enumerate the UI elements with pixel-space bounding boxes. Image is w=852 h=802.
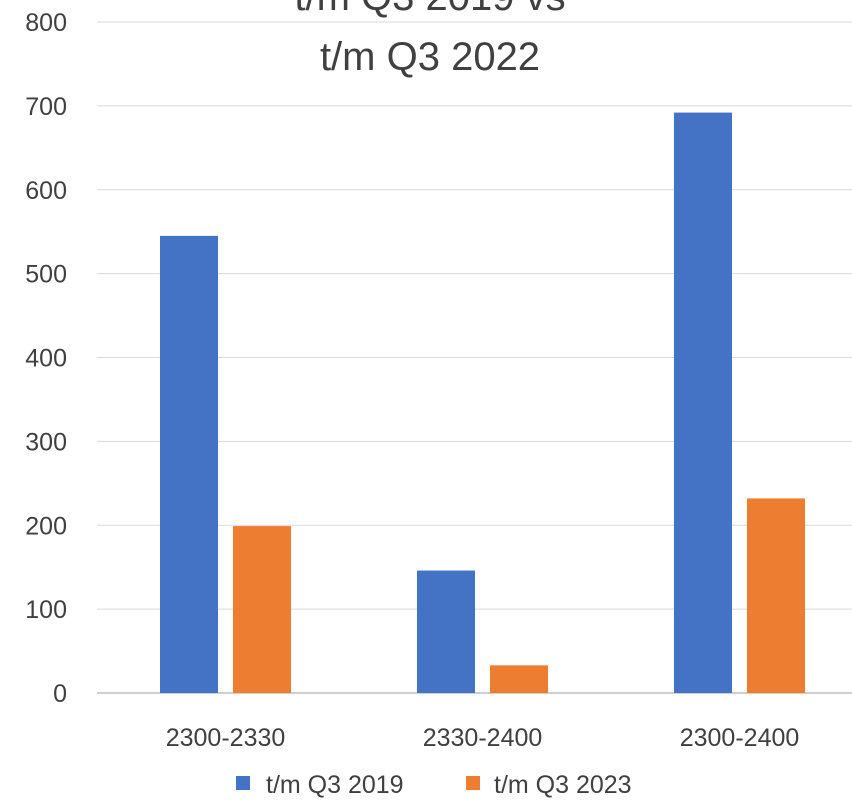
x-tick-label-2330-2400: 2330-2400 bbox=[423, 724, 543, 752]
y-tick-label-700: 700 bbox=[25, 93, 67, 121]
y-tick-label-100: 100 bbox=[25, 596, 67, 624]
y-tick-label-500: 500 bbox=[25, 261, 67, 289]
legend-swatch-series-1 bbox=[236, 776, 250, 790]
legend-label-series-1: t/m Q3 2019 bbox=[266, 771, 404, 799]
x-tick-label-2300-2330: 2300-2330 bbox=[166, 724, 286, 752]
bar-2300-2400-series-2 bbox=[747, 498, 805, 693]
y-tick-label-600: 600 bbox=[25, 177, 67, 205]
y-tick-label-400: 400 bbox=[25, 345, 67, 373]
y-tick-label-200: 200 bbox=[25, 512, 67, 540]
legend-label-series-2: t/m Q3 2023 bbox=[494, 771, 632, 799]
bars bbox=[160, 112, 805, 693]
bar-2330-2400-series-2 bbox=[490, 665, 548, 693]
legend-swatch-series-2 bbox=[466, 776, 480, 790]
chart-title: t/m Q3 2019 vs t/m Q3 2022 bbox=[294, 0, 565, 79]
bar-2300-2330-series-2 bbox=[233, 526, 291, 693]
y-tick-label-800: 800 bbox=[25, 9, 67, 37]
chart-title-line-2: t/m Q3 2022 bbox=[320, 35, 540, 79]
bar-2330-2400-series-1 bbox=[417, 570, 475, 693]
legend: t/m Q3 2019 t/m Q3 2023 bbox=[236, 771, 632, 799]
y-tick-label-0: 0 bbox=[53, 680, 67, 708]
y-tick-label-300: 300 bbox=[25, 428, 67, 456]
chart-title-line-1: t/m Q3 2019 vs bbox=[294, 0, 565, 19]
x-tick-label-2300-2400: 2300-2400 bbox=[680, 724, 800, 752]
bar-2300-2400-series-1 bbox=[674, 112, 732, 693]
y-axis: 0 100 200 300 400 500 600 700 800 bbox=[25, 9, 67, 708]
x-axis: 2300-2330 2330-2400 2300-2400 bbox=[166, 724, 800, 752]
bar-2300-2330-series-1 bbox=[160, 235, 218, 693]
